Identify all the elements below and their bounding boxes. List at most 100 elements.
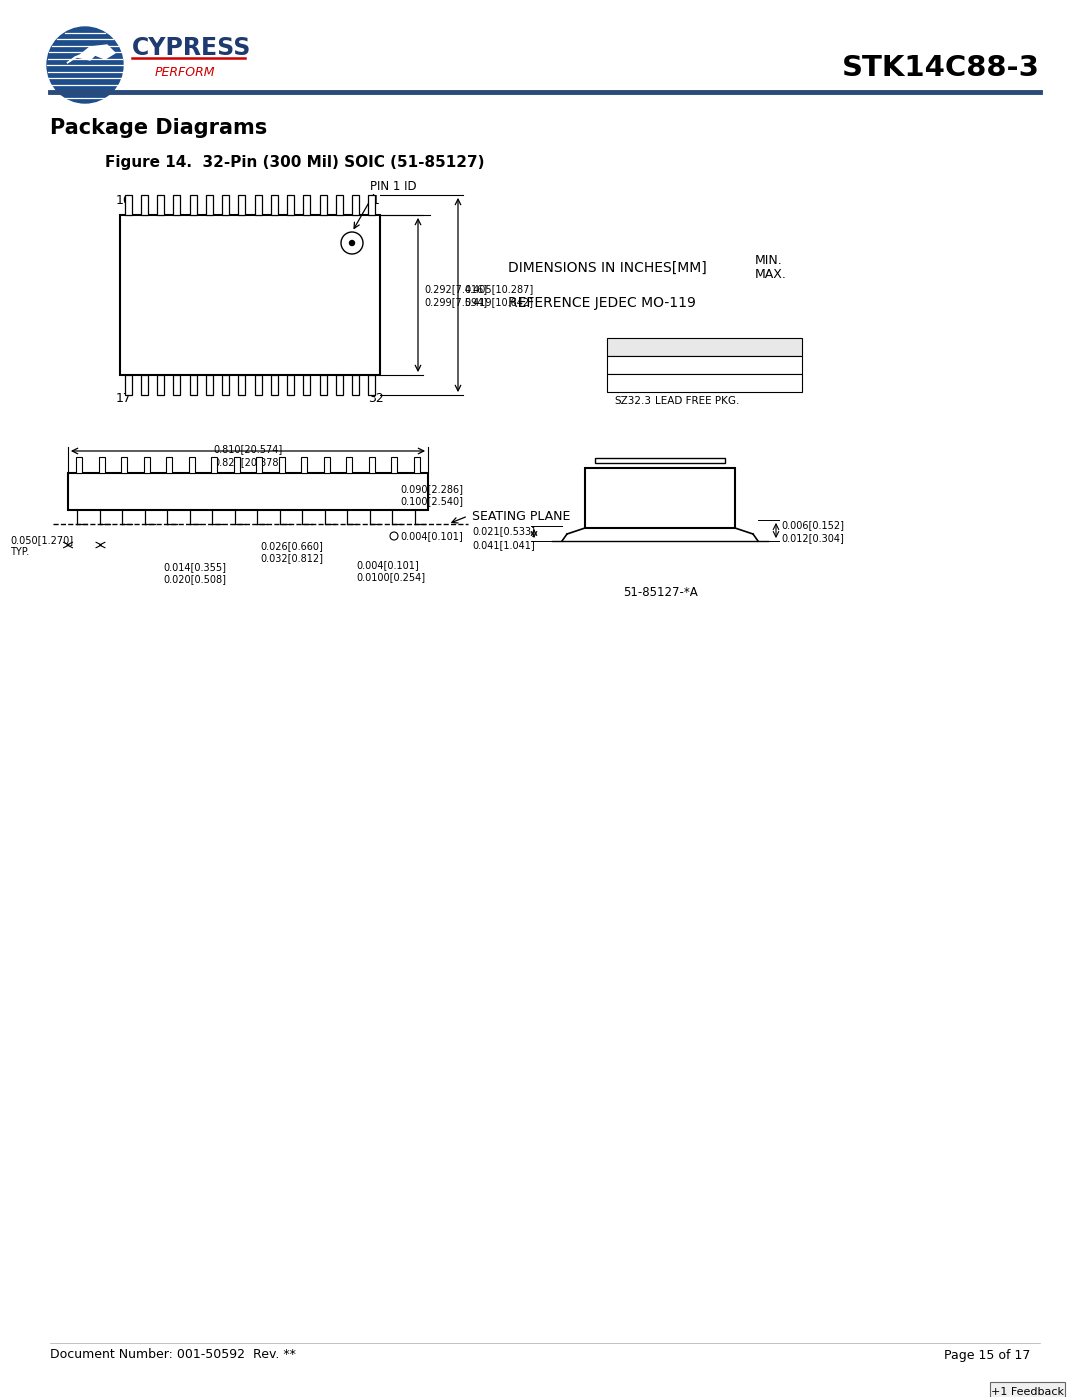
Bar xyxy=(271,374,278,395)
Bar xyxy=(166,457,172,474)
Text: 0.050[1.270]: 0.050[1.270] xyxy=(10,535,73,545)
Bar xyxy=(206,196,213,215)
Text: 0.405[10.287]: 0.405[10.287] xyxy=(464,284,534,293)
Bar xyxy=(585,468,735,528)
Text: 16: 16 xyxy=(117,194,132,207)
Text: 0.026[0.660]: 0.026[0.660] xyxy=(260,541,323,550)
Bar xyxy=(174,196,180,215)
Bar xyxy=(368,374,376,395)
Bar xyxy=(287,196,294,215)
Bar xyxy=(174,374,180,395)
Bar xyxy=(206,374,213,395)
Text: 0.021[0.533]: 0.021[0.533] xyxy=(472,527,535,536)
Text: 0.014[0.355]: 0.014[0.355] xyxy=(163,562,226,571)
Bar xyxy=(336,374,342,395)
Bar xyxy=(990,1382,1065,1397)
Text: 0.419[10.642]: 0.419[10.642] xyxy=(464,298,534,307)
Bar xyxy=(368,457,375,474)
Text: 0.299[7.594]: 0.299[7.594] xyxy=(424,298,487,307)
Bar xyxy=(414,457,420,474)
Text: MAX.: MAX. xyxy=(755,268,787,282)
Bar xyxy=(320,196,326,215)
Bar xyxy=(352,374,360,395)
Bar xyxy=(190,196,197,215)
Bar xyxy=(233,457,240,474)
Text: 0.810[20.574]: 0.810[20.574] xyxy=(214,444,283,454)
Bar xyxy=(98,457,105,474)
Bar xyxy=(157,374,164,395)
Text: S32.3: S32.3 xyxy=(615,379,644,388)
Text: 0.006[0.152]: 0.006[0.152] xyxy=(781,520,843,529)
Text: Page 15 of 17: Page 15 of 17 xyxy=(944,1348,1030,1362)
Polygon shape xyxy=(67,45,114,63)
Circle shape xyxy=(341,232,363,254)
Text: 0.041[1.041]: 0.041[1.041] xyxy=(472,541,535,550)
Text: Document Number: 001-50592  Rev. **: Document Number: 001-50592 Rev. ** xyxy=(50,1348,296,1362)
Bar xyxy=(303,374,310,395)
Bar xyxy=(352,196,360,215)
Bar xyxy=(68,474,428,510)
Circle shape xyxy=(48,27,123,103)
Bar xyxy=(222,374,229,395)
Bar xyxy=(144,457,150,474)
Bar xyxy=(320,374,326,395)
Circle shape xyxy=(390,532,399,541)
Bar xyxy=(120,215,380,374)
Bar xyxy=(336,196,342,215)
Bar xyxy=(239,196,245,215)
Text: SZ32.3: SZ32.3 xyxy=(615,395,651,407)
Bar xyxy=(255,374,261,395)
Text: STANDARD PKG.: STANDARD PKG. xyxy=(654,379,740,388)
Text: 51-85127-*A: 51-85127-*A xyxy=(623,585,698,598)
Text: 0.822[20.878]: 0.822[20.878] xyxy=(214,457,283,467)
Bar xyxy=(140,196,148,215)
Text: CYPRESS: CYPRESS xyxy=(132,36,252,60)
Bar xyxy=(607,374,802,393)
Bar xyxy=(77,457,82,474)
Text: 0.004[0.101]: 0.004[0.101] xyxy=(356,560,419,570)
Bar xyxy=(190,374,197,395)
Text: PIN 1 ID: PIN 1 ID xyxy=(370,179,417,193)
Bar xyxy=(303,196,310,215)
Text: 0.020[0.508]: 0.020[0.508] xyxy=(163,574,226,584)
Bar xyxy=(256,457,262,474)
Text: STK14C88-3: STK14C88-3 xyxy=(842,54,1040,82)
Bar xyxy=(212,457,217,474)
Bar xyxy=(279,457,285,474)
Text: REFERENCE JEDEC MO-119: REFERENCE JEDEC MO-119 xyxy=(508,296,696,310)
Text: 1: 1 xyxy=(373,194,380,207)
Bar xyxy=(301,457,307,474)
Bar xyxy=(121,457,127,474)
Bar xyxy=(347,457,352,474)
Text: 0.012[0.304]: 0.012[0.304] xyxy=(781,534,843,543)
Text: 0.100[2.540]: 0.100[2.540] xyxy=(400,496,463,506)
Text: 17: 17 xyxy=(116,391,132,405)
Text: 0.0100[0.254]: 0.0100[0.254] xyxy=(356,571,426,583)
Circle shape xyxy=(350,240,354,246)
Text: +1 Feedback: +1 Feedback xyxy=(991,1387,1064,1397)
Bar xyxy=(287,374,294,395)
Text: 0.004[0.101]: 0.004[0.101] xyxy=(400,531,462,541)
Text: Figure 14.  32-Pin (300 Mil) SOIC (51-85127): Figure 14. 32-Pin (300 Mil) SOIC (51-851… xyxy=(105,155,485,169)
Bar xyxy=(157,196,164,215)
Bar xyxy=(391,457,397,474)
Text: TYP.: TYP. xyxy=(10,548,29,557)
Bar xyxy=(324,457,329,474)
Text: DIMENSIONS IN INCHES[MM]: DIMENSIONS IN INCHES[MM] xyxy=(508,261,706,275)
Text: 0.032[0.812]: 0.032[0.812] xyxy=(260,553,323,563)
Bar xyxy=(124,196,132,215)
Bar xyxy=(189,457,194,474)
Bar xyxy=(607,338,802,356)
Bar xyxy=(607,356,802,374)
Text: 0.090[2.286]: 0.090[2.286] xyxy=(400,483,463,495)
Bar xyxy=(124,374,132,395)
Text: LEAD FREE PKG.: LEAD FREE PKG. xyxy=(654,395,740,407)
Bar xyxy=(271,196,278,215)
Bar xyxy=(595,458,725,462)
Bar xyxy=(222,196,229,215)
Text: SEATING PLANE: SEATING PLANE xyxy=(472,510,570,522)
Text: 32: 32 xyxy=(368,391,383,405)
Bar xyxy=(239,374,245,395)
Bar xyxy=(255,196,261,215)
Text: MIN.: MIN. xyxy=(755,253,783,267)
